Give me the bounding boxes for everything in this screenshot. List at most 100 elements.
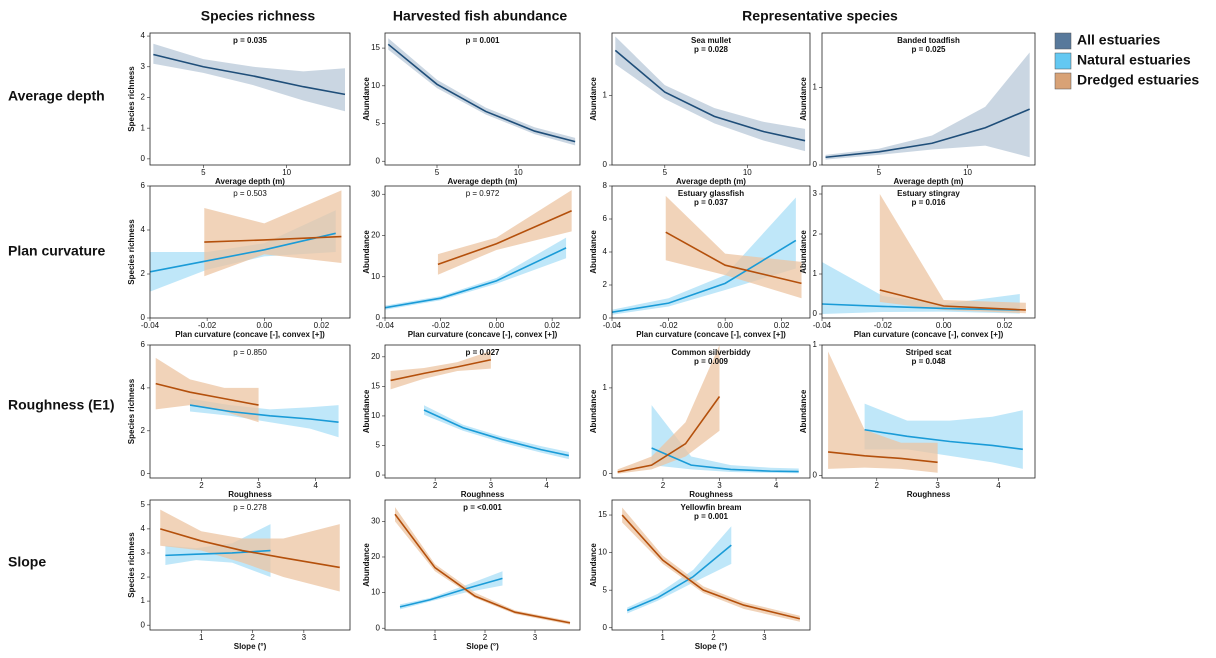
panel-subtitle: p = 0.001 bbox=[694, 512, 729, 521]
x-tick-label: 1 bbox=[199, 633, 204, 642]
confidence-band bbox=[160, 509, 340, 592]
y-tick-label: 1 bbox=[813, 82, 818, 91]
fit-line bbox=[204, 235, 342, 243]
x-tick-label: 2 bbox=[875, 481, 880, 490]
x-axis-label: Plan curvature (concave [-], convex [+]) bbox=[175, 330, 325, 339]
plot-frame bbox=[384, 185, 581, 319]
y-tick-label: 30 bbox=[371, 516, 380, 525]
y-tick-label: 15 bbox=[371, 43, 380, 52]
y-tick-label: 8 bbox=[603, 181, 608, 190]
x-tick-label: 5 bbox=[877, 168, 882, 177]
y-tick-label: 6 bbox=[141, 340, 146, 349]
plot-frame bbox=[149, 499, 351, 631]
plot-frame bbox=[821, 32, 1036, 166]
x-tick-label: 2 bbox=[711, 633, 716, 642]
y-tick-label: 1 bbox=[603, 383, 608, 392]
confidence-band bbox=[879, 194, 1026, 314]
legend-label: Natural estuaries bbox=[1077, 52, 1191, 68]
y-axis-label: Abundance bbox=[799, 77, 808, 121]
confidence-band bbox=[153, 43, 345, 112]
x-axis-label: Slope (°) bbox=[695, 642, 728, 651]
fit-line bbox=[825, 108, 1030, 159]
y-axis-label: Species richness bbox=[127, 66, 136, 132]
x-tick-label: 4 bbox=[996, 481, 1001, 490]
x-axis-label: Roughness bbox=[461, 490, 505, 499]
column-header: Species richness bbox=[201, 8, 316, 24]
x-tick-label: -0.02 bbox=[198, 321, 217, 330]
x-tick-label: 2 bbox=[433, 481, 438, 490]
row-header: Average depth bbox=[8, 88, 105, 104]
x-axis-label: Plan curvature (concave [-], convex [+]) bbox=[408, 330, 558, 339]
fit-line bbox=[822, 303, 1020, 311]
y-axis-label: Abundance bbox=[589, 543, 598, 587]
x-tick-label: 2 bbox=[483, 633, 488, 642]
panel-title: Yellowfin bream bbox=[681, 503, 742, 512]
x-tick-label: 0.00 bbox=[936, 321, 952, 330]
fit-line bbox=[160, 528, 340, 569]
plot-frame bbox=[611, 344, 811, 479]
y-tick-label: 10 bbox=[371, 272, 380, 281]
legend-label: All estuaries bbox=[1077, 32, 1160, 48]
y-tick-label: 4 bbox=[603, 247, 608, 256]
fit-line bbox=[864, 428, 1023, 451]
x-tick-label: 10 bbox=[282, 168, 291, 177]
y-axis-label: Species richness bbox=[127, 378, 136, 444]
plot-frame bbox=[821, 185, 1036, 319]
fit-line bbox=[621, 514, 801, 620]
x-tick-label: -0.04 bbox=[813, 321, 832, 330]
y-axis-label: Abundance bbox=[362, 230, 371, 274]
y-tick-label: 0 bbox=[376, 623, 381, 632]
x-axis-label: Average depth (m) bbox=[448, 177, 518, 186]
x-tick-label: 0.02 bbox=[774, 321, 790, 330]
column-header: Representative species bbox=[742, 8, 898, 24]
confidence-band bbox=[395, 507, 570, 625]
y-tick-label: 4 bbox=[141, 31, 146, 40]
x-tick-label: 5 bbox=[201, 168, 206, 177]
y-tick-label: 0 bbox=[813, 309, 818, 318]
x-tick-label: 10 bbox=[963, 168, 972, 177]
confidence-band bbox=[864, 403, 1023, 469]
y-tick-label: 1 bbox=[141, 596, 146, 605]
y-tick-label: 0 bbox=[603, 313, 608, 322]
fit-line bbox=[614, 49, 806, 142]
fit-line bbox=[394, 513, 571, 624]
y-tick-label: 0 bbox=[603, 623, 608, 632]
row-header: Slope bbox=[8, 554, 46, 570]
x-tick-label: -0.02 bbox=[432, 321, 451, 330]
y-tick-label: 2 bbox=[141, 93, 146, 102]
fit-line bbox=[828, 451, 938, 464]
panel-title: p = 0.972 bbox=[466, 189, 500, 198]
x-axis-label: Plan curvature (concave [-], convex [+]) bbox=[636, 330, 786, 339]
plot-frame bbox=[149, 185, 351, 319]
x-axis-label: Roughness bbox=[907, 490, 951, 499]
fit-line bbox=[612, 239, 797, 314]
y-axis-label: Abundance bbox=[799, 230, 808, 274]
y-tick-label: 0 bbox=[376, 313, 381, 322]
y-tick-label: 1 bbox=[141, 123, 146, 132]
y-tick-label: 2 bbox=[603, 280, 608, 289]
panel: 0 1 2 3 4 Roughness Abundance Common silverbidd… bbox=[589, 344, 811, 499]
x-tick-label: 0.00 bbox=[489, 321, 505, 330]
y-tick-label: 0 bbox=[141, 620, 146, 629]
panel: 0 1 2 3 4 5 1 2 3 Slope (°) Species richness p = 0.… bbox=[127, 499, 351, 651]
y-tick-label: 5 bbox=[376, 119, 381, 128]
y-tick-label: 6 bbox=[141, 181, 146, 190]
x-tick-label: 3 bbox=[302, 633, 307, 642]
confidence-band bbox=[204, 190, 342, 277]
fit-line bbox=[387, 43, 576, 143]
y-tick-label: 2 bbox=[141, 426, 146, 435]
y-tick-label: 0 bbox=[141, 313, 146, 322]
panel-title: p = 0.278 bbox=[233, 503, 267, 512]
x-tick-label: 3 bbox=[717, 481, 722, 490]
y-tick-label: 5 bbox=[603, 585, 608, 594]
y-tick-label: 1 bbox=[603, 91, 608, 100]
y-tick-label: 10 bbox=[598, 548, 607, 557]
x-tick-label: 1 bbox=[433, 633, 438, 642]
panel-title: p = <0.001 bbox=[463, 503, 502, 512]
x-tick-label: 1 bbox=[661, 633, 666, 642]
fit-line bbox=[437, 210, 572, 266]
